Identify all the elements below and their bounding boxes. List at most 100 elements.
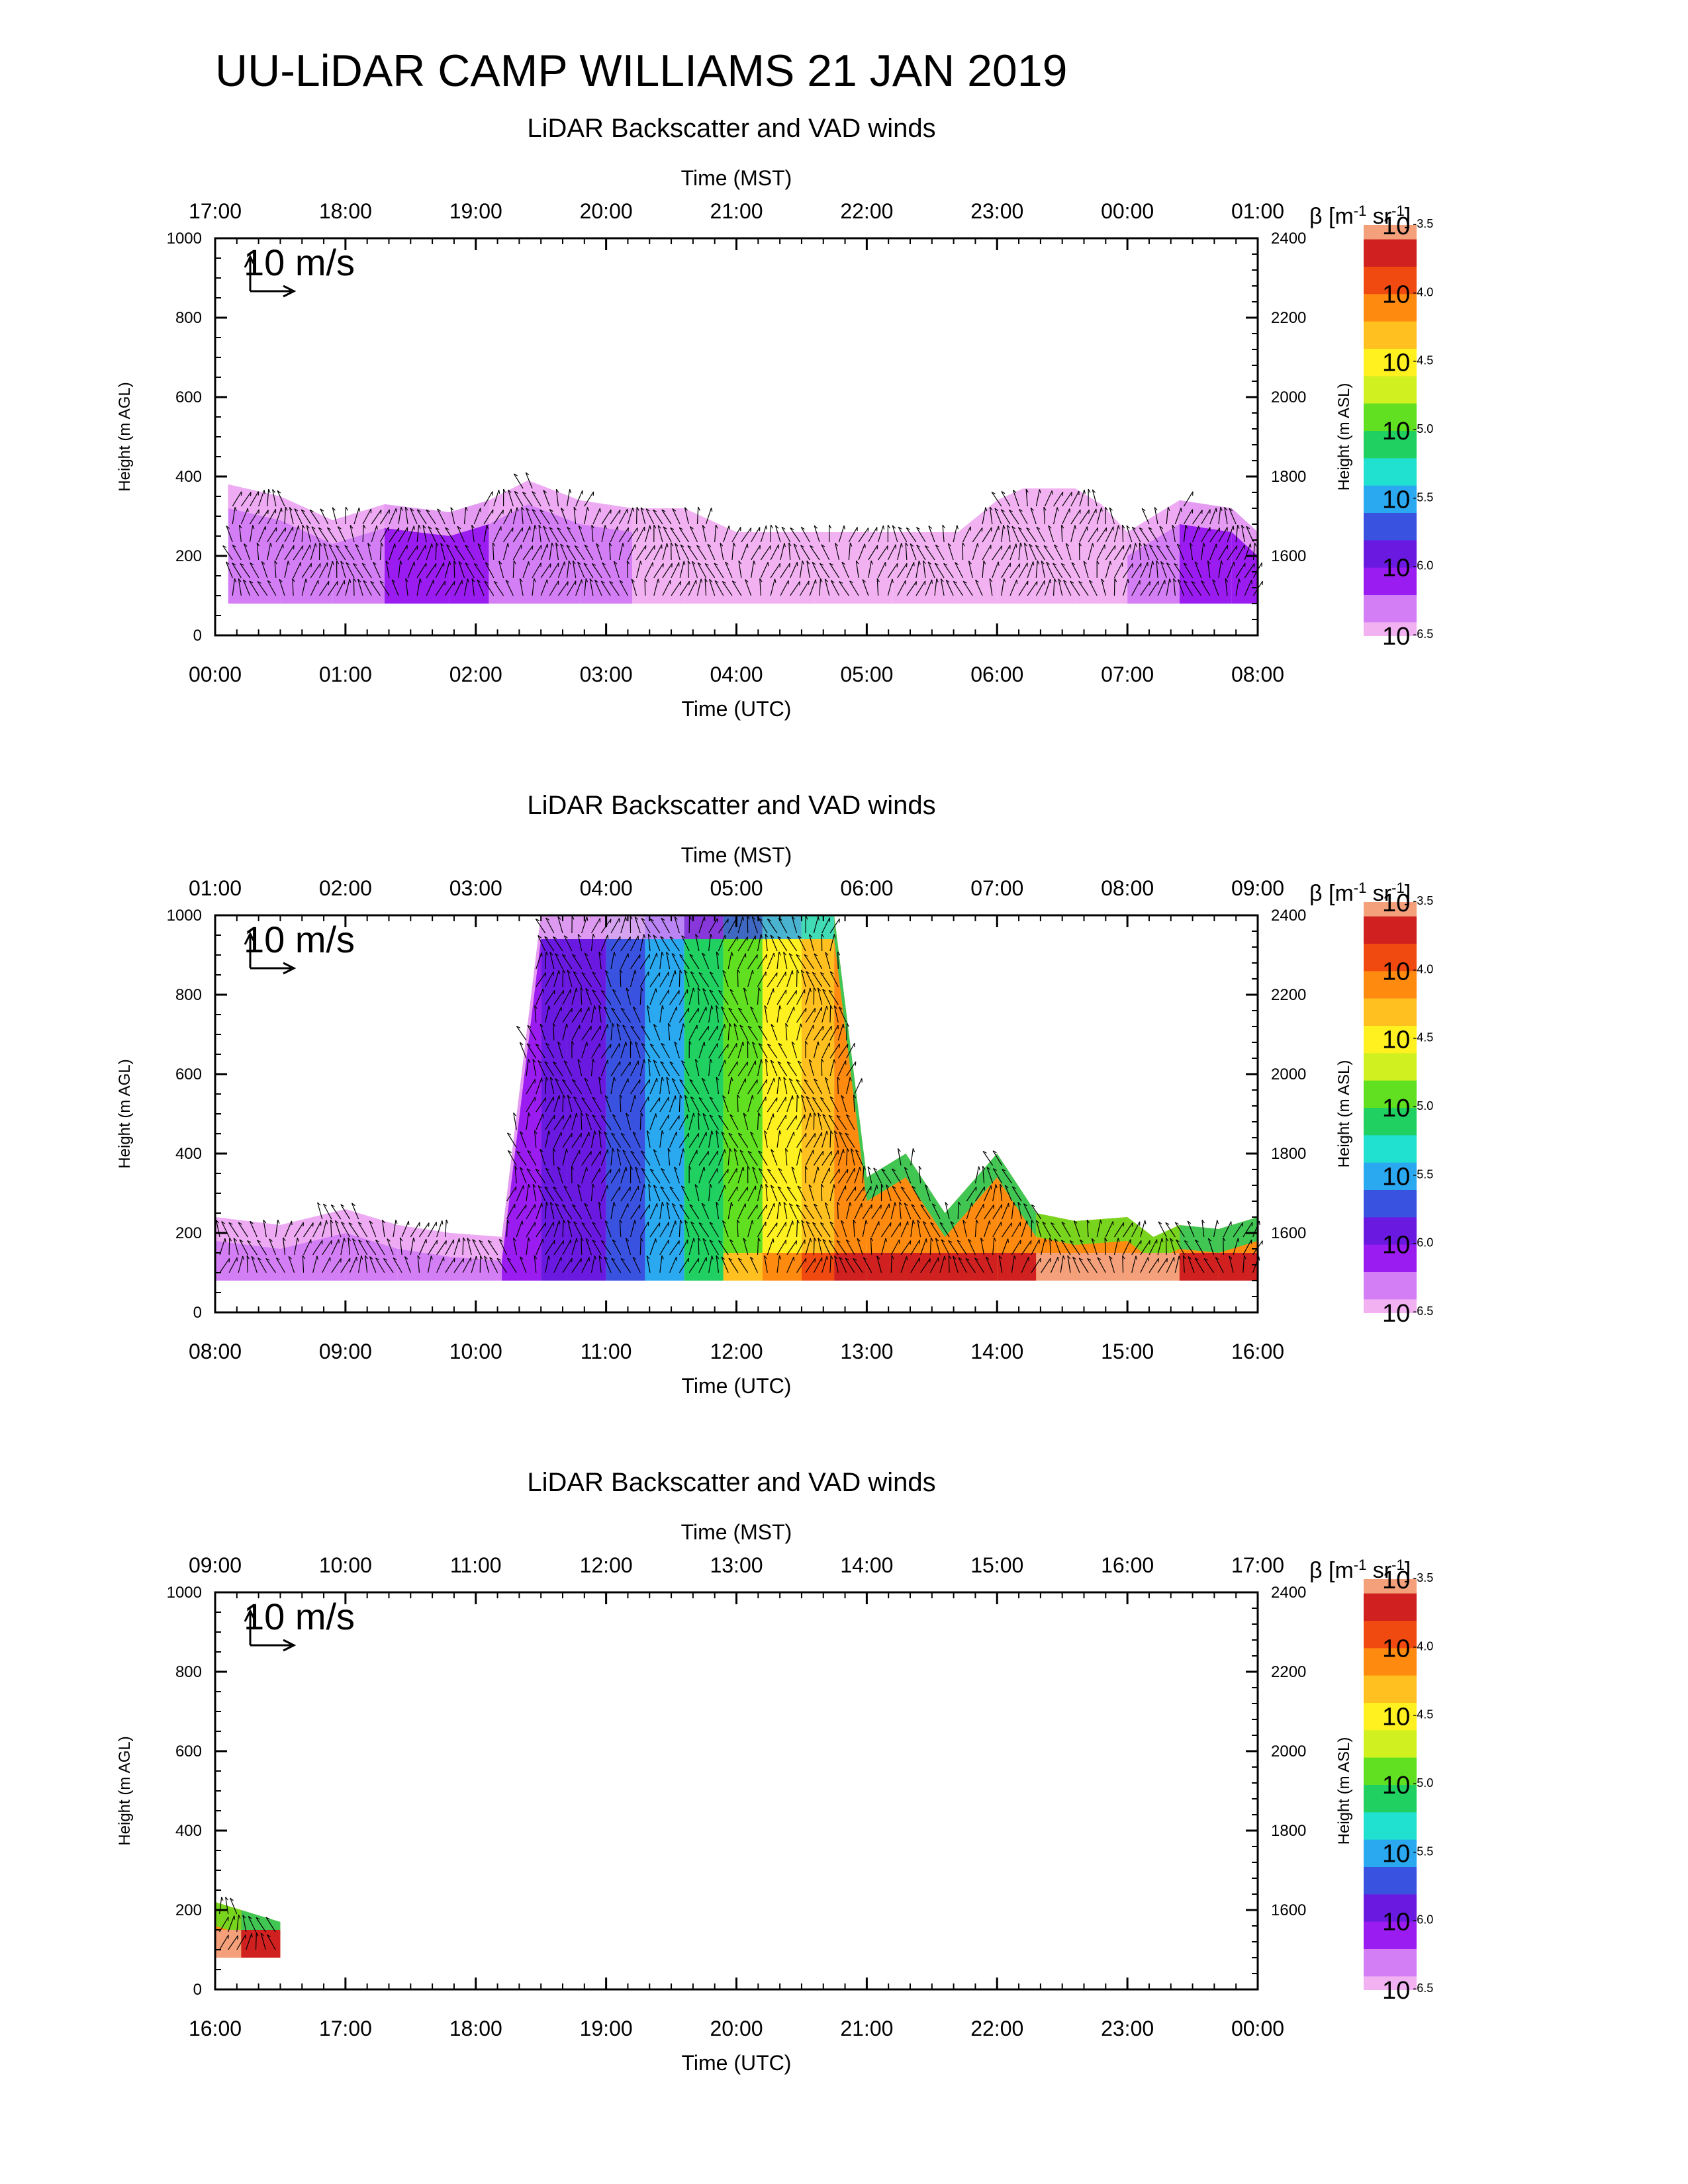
wind-arrow bbox=[698, 972, 710, 987]
wind-arrow bbox=[581, 972, 592, 987]
wind-arrow-head bbox=[1046, 561, 1050, 565]
wind-arrow bbox=[508, 489, 514, 507]
wind-arrow bbox=[679, 954, 690, 970]
wind-arrow-head bbox=[492, 542, 496, 547]
wind-arrow bbox=[312, 1240, 323, 1255]
wind-arrow-head bbox=[640, 1237, 643, 1242]
wind-arrow-head bbox=[653, 1024, 657, 1028]
wind-arrow bbox=[828, 1240, 839, 1255]
top-x-tick-label: 05:00 bbox=[710, 876, 763, 900]
wind-arrow bbox=[545, 1202, 547, 1220]
wind-arrow-head bbox=[698, 1097, 703, 1100]
wind-arrow-head bbox=[901, 543, 903, 547]
colorbar-cell bbox=[1364, 1846, 1417, 1854]
wind-arrow bbox=[900, 1220, 908, 1238]
wind-arrow-head bbox=[330, 1204, 335, 1207]
wind-arrow-head bbox=[277, 1220, 280, 1224]
wind-arrow-head bbox=[553, 1148, 556, 1152]
wind-arrow bbox=[845, 1132, 855, 1148]
wind-arrow-head bbox=[822, 1239, 827, 1242]
wind-arrow bbox=[778, 1043, 788, 1059]
wind-arrow bbox=[653, 1060, 661, 1077]
wind-arrow bbox=[1021, 1220, 1027, 1238]
wind-arrow-head bbox=[778, 1167, 782, 1171]
wind-arrow-head bbox=[508, 1150, 512, 1154]
wind-arrow bbox=[477, 543, 485, 561]
wind-arrow-head bbox=[285, 527, 287, 532]
wind-arrow-head bbox=[683, 561, 686, 565]
wind-arrow-head bbox=[484, 1255, 488, 1259]
wind-arrow bbox=[544, 1061, 555, 1077]
wind-arrow-head bbox=[912, 1220, 915, 1224]
colorbar-cell bbox=[1364, 1175, 1417, 1183]
wind-arrow-head bbox=[426, 509, 430, 512]
wind-arrow-head bbox=[319, 542, 322, 547]
wind-arrow-head bbox=[1036, 1220, 1040, 1224]
wind-arrow-head bbox=[1078, 542, 1082, 547]
wind-arrow bbox=[796, 969, 798, 987]
wind-arrow-head bbox=[257, 580, 261, 584]
wind-arrow bbox=[716, 1130, 720, 1148]
wind-arrow-head bbox=[743, 1113, 747, 1116]
wind-arrow-head bbox=[1262, 1240, 1263, 1245]
wind-arrow bbox=[646, 1255, 651, 1273]
wind-arrow bbox=[871, 1205, 882, 1220]
wind-arrow bbox=[671, 953, 680, 970]
wind-arrow bbox=[666, 1077, 671, 1095]
wind-arrow bbox=[601, 509, 612, 525]
colorbar-cell bbox=[1364, 505, 1417, 513]
wind-arrow-head bbox=[538, 935, 541, 938]
wind-arrow-head bbox=[612, 1023, 615, 1027]
wind-arrow bbox=[821, 1058, 823, 1077]
wind-arrow-head bbox=[545, 1222, 547, 1227]
wind-arrow bbox=[1036, 526, 1045, 543]
wind-arrow-head bbox=[659, 1222, 661, 1227]
wind-arrow-head bbox=[1207, 560, 1211, 565]
wind-arrow-head bbox=[436, 542, 439, 547]
wind-arrow-head bbox=[674, 1166, 678, 1170]
wind-arrow-head bbox=[585, 988, 589, 991]
wind-arrow bbox=[876, 578, 879, 596]
wind-arrow bbox=[250, 1221, 258, 1238]
wind-arrow-head bbox=[1178, 1255, 1181, 1260]
wind-arrow bbox=[581, 1222, 592, 1238]
wind-arrow-head bbox=[661, 1077, 664, 1081]
wind-arrow-head bbox=[839, 1007, 843, 1010]
wind-arrow bbox=[445, 1220, 447, 1238]
wind-arrow bbox=[407, 561, 415, 578]
wind-arrow-head bbox=[365, 1240, 370, 1243]
wind-arrow-head bbox=[586, 917, 588, 921]
wind-arrow bbox=[311, 526, 320, 543]
wind-arrow bbox=[622, 1024, 632, 1041]
colorbar-cell bbox=[1364, 293, 1417, 301]
wind-arrow bbox=[1097, 1257, 1106, 1273]
wind-arrow bbox=[737, 1132, 749, 1148]
wind-arrow bbox=[620, 1258, 632, 1273]
wind-arrow-head bbox=[689, 1079, 694, 1082]
wind-arrow bbox=[337, 526, 346, 543]
wind-arrow bbox=[301, 524, 303, 543]
wind-arrow-head bbox=[661, 1255, 664, 1259]
wind-arrow bbox=[630, 1151, 641, 1166]
wind-arrow bbox=[718, 1185, 726, 1202]
wind-arrow-head bbox=[1117, 525, 1120, 529]
colorbar-cell bbox=[1364, 1777, 1417, 1785]
wind-arrow bbox=[557, 561, 565, 578]
wind-arrow bbox=[910, 1220, 914, 1238]
wind-arrow bbox=[427, 1255, 432, 1273]
wind-arrow-head bbox=[674, 1041, 678, 1045]
wind-arrow bbox=[992, 1238, 995, 1255]
wind-arrow bbox=[532, 1184, 537, 1202]
colorbar-cell bbox=[1364, 1818, 1417, 1826]
wind-arrow-head bbox=[585, 1238, 589, 1242]
wind-arrow bbox=[600, 1169, 612, 1184]
wind-arrow-head bbox=[332, 507, 336, 511]
wind-arrow-head bbox=[1048, 525, 1052, 529]
wind-arrow-head bbox=[549, 1077, 553, 1081]
wind-arrow bbox=[590, 1043, 600, 1059]
wind-arrow bbox=[845, 1239, 855, 1255]
wind-arrow bbox=[640, 507, 646, 525]
wind-arrow bbox=[545, 989, 555, 1005]
wind-arrow-head bbox=[1061, 1222, 1066, 1225]
wind-arrow-head bbox=[1203, 1257, 1208, 1261]
